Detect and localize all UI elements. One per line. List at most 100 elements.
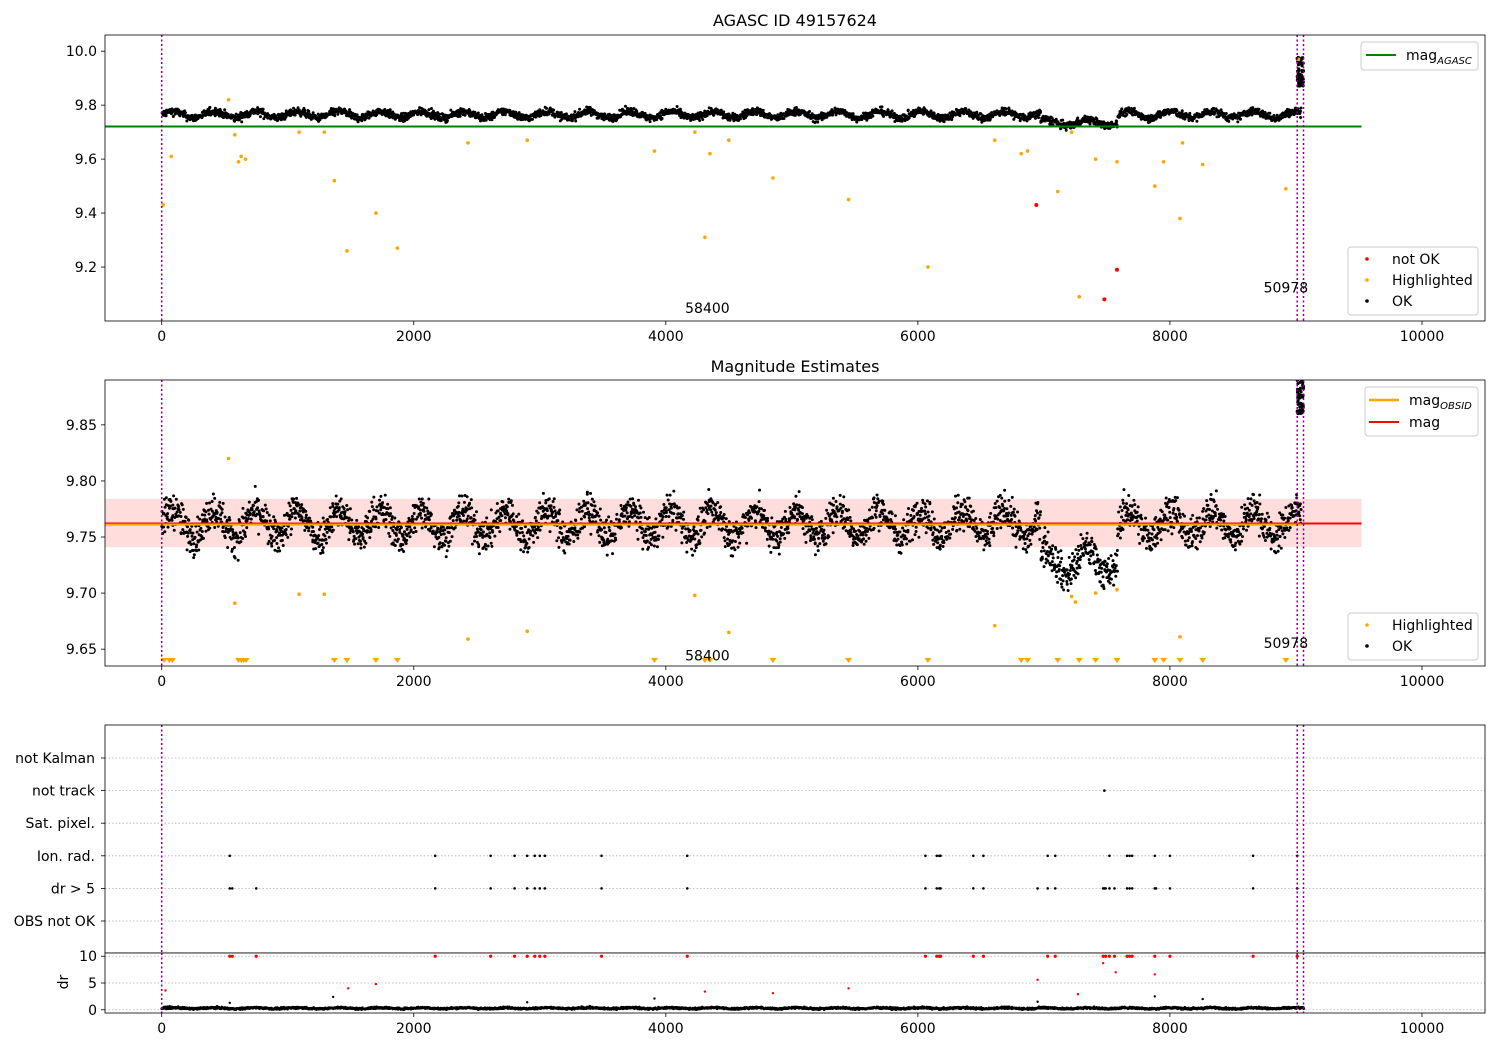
ok-point <box>891 109 894 112</box>
ok-point <box>476 530 479 533</box>
ok-point <box>384 518 387 521</box>
ok-point <box>573 110 576 113</box>
ok-point <box>278 549 281 552</box>
ok-point <box>557 546 560 549</box>
ok-point <box>521 519 524 522</box>
ok-point <box>290 515 293 518</box>
ok-point <box>241 537 244 540</box>
ok-point <box>572 540 575 543</box>
ok-point <box>1183 118 1186 121</box>
ok-point <box>448 531 451 534</box>
ok-point <box>430 526 433 529</box>
ok-point <box>599 519 602 522</box>
ok-point <box>586 507 589 510</box>
ok-point <box>228 516 231 519</box>
ok-point <box>166 512 169 515</box>
ok-point <box>277 546 280 549</box>
ok-point <box>678 506 681 509</box>
ok-point <box>455 519 458 522</box>
ok-point <box>1037 116 1040 119</box>
ok-point <box>193 553 196 556</box>
y-tick-label: 9.2 <box>75 260 97 276</box>
ok-point <box>1181 109 1184 112</box>
highlighted-point <box>1178 217 1182 221</box>
ok-point <box>1268 112 1271 115</box>
ok-point <box>219 518 222 521</box>
ok-point <box>626 511 629 514</box>
ok-point <box>187 532 190 535</box>
ok-point <box>307 526 310 529</box>
ok-point <box>525 542 528 545</box>
ok-point <box>1227 120 1230 123</box>
ok-point <box>1005 108 1008 111</box>
ok-point <box>665 511 668 514</box>
ok-point <box>171 504 174 507</box>
ok-point <box>211 500 214 503</box>
panel-agasc-legend-upper: magAGASC <box>1361 42 1478 70</box>
ok-point <box>189 528 192 531</box>
ok-point <box>538 108 541 111</box>
ok-point <box>636 538 639 541</box>
ok-point <box>324 538 327 541</box>
ok-point <box>557 536 560 539</box>
ok-point <box>281 539 284 542</box>
ok-point <box>244 535 247 538</box>
ok-point <box>477 545 480 548</box>
ok-point <box>221 508 224 511</box>
ok-point <box>669 494 672 497</box>
ok-point <box>629 505 632 508</box>
ok-point <box>314 547 317 550</box>
ok-point <box>606 554 609 557</box>
ok-point <box>449 540 452 543</box>
ok-point <box>615 513 618 516</box>
highlighted-point <box>169 155 173 159</box>
ok-point <box>422 502 425 505</box>
ok-point <box>1115 120 1118 123</box>
ok-point <box>333 113 336 116</box>
ok-point <box>908 116 911 119</box>
ok-point <box>234 557 237 560</box>
ok-point <box>697 533 700 536</box>
ok-point <box>871 115 874 118</box>
ok-point <box>667 515 670 518</box>
ok-point <box>621 512 624 515</box>
ok-point <box>184 111 187 114</box>
ok-point <box>578 108 581 111</box>
ok-point <box>428 518 431 521</box>
ok-point <box>606 538 609 541</box>
ok-point <box>478 552 481 555</box>
ok-point <box>661 117 664 120</box>
ok-point <box>645 534 648 537</box>
ok-point <box>224 536 227 539</box>
ok-point <box>1175 109 1178 112</box>
ok-point <box>415 530 418 533</box>
ok-point <box>285 533 288 536</box>
ok-point <box>522 550 525 553</box>
ok-point <box>256 506 259 509</box>
highlighted-point <box>1284 187 1288 191</box>
ok-point <box>534 516 537 519</box>
ok-point <box>680 531 683 534</box>
ok-point <box>603 526 606 529</box>
ok-point <box>457 501 460 504</box>
ok-point <box>208 106 211 109</box>
ok-point <box>496 502 499 505</box>
ok-point <box>619 504 622 507</box>
ok-point <box>167 526 170 529</box>
ok-point <box>421 498 424 501</box>
ok-point <box>834 107 837 110</box>
ok-point <box>370 501 373 504</box>
ok-point <box>408 525 411 528</box>
ok-point <box>560 526 563 529</box>
ok-point <box>554 510 557 513</box>
ok-point <box>355 519 358 522</box>
ok-point <box>499 519 502 522</box>
ok-point <box>480 113 483 116</box>
ok-point <box>264 504 267 507</box>
ok-point <box>366 516 369 519</box>
ok-point <box>381 501 384 504</box>
ok-point <box>493 535 496 538</box>
panel-magnitude-estimates-title: Magnitude Estimates <box>711 357 880 376</box>
ok-point <box>390 526 393 529</box>
ok-point <box>576 533 579 536</box>
